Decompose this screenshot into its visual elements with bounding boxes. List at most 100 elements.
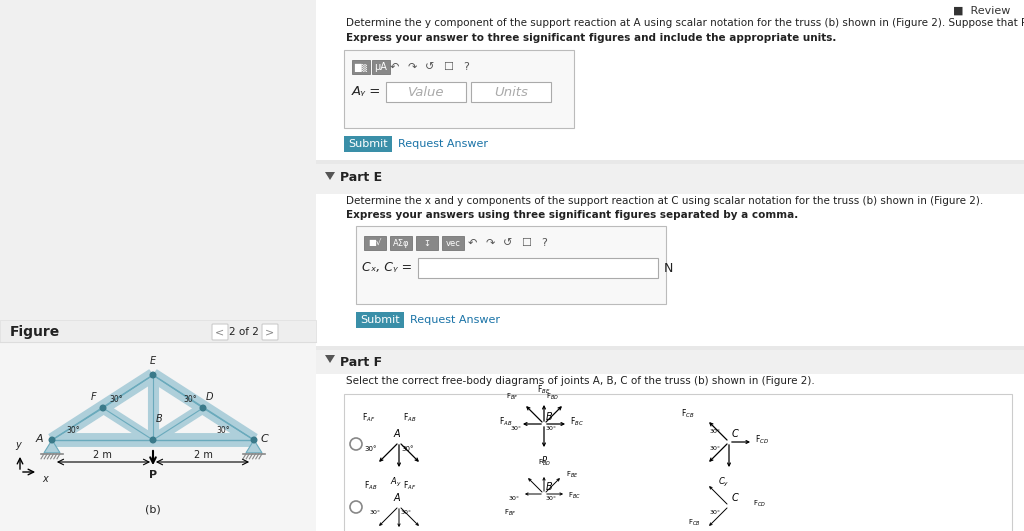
Bar xyxy=(316,350,1024,374)
Bar xyxy=(372,60,390,74)
Bar xyxy=(442,236,464,250)
Text: B: B xyxy=(156,414,163,424)
Text: F: F xyxy=(90,392,96,402)
Text: P: P xyxy=(542,456,547,465)
Text: C: C xyxy=(732,493,738,503)
Text: F$_{BD}$: F$_{BD}$ xyxy=(546,392,559,402)
Text: ☐: ☐ xyxy=(521,238,531,248)
Text: 30°: 30° xyxy=(216,426,229,435)
Text: A: A xyxy=(393,429,400,439)
Text: B: B xyxy=(546,412,553,422)
Text: F$_{CD}$: F$_{CD}$ xyxy=(755,434,769,446)
Text: ↷: ↷ xyxy=(408,62,417,72)
Text: 30°: 30° xyxy=(401,446,414,452)
Text: A: A xyxy=(36,434,43,444)
Text: 30°: 30° xyxy=(365,446,377,452)
Polygon shape xyxy=(325,172,335,180)
Text: Request Answer: Request Answer xyxy=(398,139,488,149)
Circle shape xyxy=(100,405,105,411)
Text: >: > xyxy=(265,327,274,337)
Text: AΣφ: AΣφ xyxy=(393,238,410,247)
Text: <: < xyxy=(215,327,224,337)
Circle shape xyxy=(151,372,156,378)
Bar xyxy=(390,236,412,250)
Text: Submit: Submit xyxy=(348,139,388,149)
Text: A: A xyxy=(393,493,400,503)
Polygon shape xyxy=(246,440,262,453)
Text: F$_{BE}$: F$_{BE}$ xyxy=(566,470,579,480)
Text: F$_{AB}$: F$_{AB}$ xyxy=(365,479,378,492)
Text: (b): (b) xyxy=(145,505,161,515)
Text: F$_{AF}$: F$_{AF}$ xyxy=(403,479,417,492)
Text: E: E xyxy=(150,356,156,366)
Text: F$_{CB}$: F$_{CB}$ xyxy=(681,407,695,420)
Text: Express your answer to three significant figures and include the appropriate uni: Express your answer to three significant… xyxy=(346,33,837,43)
Text: F$_{CD}$: F$_{CD}$ xyxy=(753,499,766,509)
Polygon shape xyxy=(44,440,60,453)
Text: ■  Review: ■ Review xyxy=(952,6,1010,16)
Text: Part F: Part F xyxy=(340,356,382,369)
Circle shape xyxy=(151,437,156,443)
Text: 30°: 30° xyxy=(546,496,557,501)
Text: F$_{CB}$: F$_{CB}$ xyxy=(688,518,701,528)
Bar xyxy=(316,164,1024,194)
Text: ↧: ↧ xyxy=(424,238,430,247)
Circle shape xyxy=(201,405,206,411)
Bar xyxy=(316,346,1024,350)
Text: 30°: 30° xyxy=(546,426,557,431)
Bar xyxy=(0,320,316,342)
Polygon shape xyxy=(325,355,335,363)
Text: Express your answers using three significant figures separated by a comma.: Express your answers using three signifi… xyxy=(346,210,799,220)
Text: ↺: ↺ xyxy=(504,238,513,248)
Circle shape xyxy=(49,437,55,443)
Text: ?: ? xyxy=(541,238,547,248)
Text: C$_y$: C$_y$ xyxy=(718,476,730,489)
Text: 30°: 30° xyxy=(509,496,520,501)
Text: ■√: ■√ xyxy=(369,238,382,247)
Bar xyxy=(316,160,1024,164)
Bar xyxy=(386,82,466,102)
Text: N: N xyxy=(664,261,674,275)
Text: 30°: 30° xyxy=(710,510,721,515)
Text: Select the correct free-body diagrams of joints A, B, C of the truss (b) shown i: Select the correct free-body diagrams of… xyxy=(346,376,815,386)
Bar xyxy=(316,0,1024,531)
Text: P: P xyxy=(148,470,157,480)
Bar xyxy=(344,50,574,128)
Text: Units: Units xyxy=(494,85,528,98)
Bar xyxy=(364,236,386,250)
Text: Cₓ, Cᵧ =: Cₓ, Cᵧ = xyxy=(362,261,412,273)
Text: ☐: ☐ xyxy=(443,62,453,72)
Text: x: x xyxy=(42,474,48,484)
Bar xyxy=(344,394,1012,531)
Bar xyxy=(344,136,392,152)
Bar xyxy=(416,236,438,250)
Text: ?: ? xyxy=(463,62,469,72)
Text: Submit: Submit xyxy=(360,315,399,325)
Text: █▒: █▒ xyxy=(354,63,368,72)
Text: 2 m: 2 m xyxy=(194,450,212,460)
Text: Aᵧ =: Aᵧ = xyxy=(352,84,381,98)
Text: 30°: 30° xyxy=(710,446,721,451)
Text: y: y xyxy=(15,440,20,450)
Text: ↷: ↷ xyxy=(485,238,495,248)
Text: F$_{BE}$: F$_{BE}$ xyxy=(538,383,551,396)
Text: μA: μA xyxy=(375,62,387,72)
Text: F$_{AB}$: F$_{AB}$ xyxy=(403,412,417,424)
Text: Determine the y component of the support reaction at A using scalar notation for: Determine the y component of the support… xyxy=(346,18,1024,28)
Text: C: C xyxy=(732,429,738,439)
Text: 30°: 30° xyxy=(511,426,522,431)
Text: 30°: 30° xyxy=(710,429,721,434)
Text: D: D xyxy=(206,392,213,402)
Text: 2 m: 2 m xyxy=(92,450,112,460)
Text: A$_y$: A$_y$ xyxy=(390,476,401,489)
Text: 30°: 30° xyxy=(183,395,197,404)
Circle shape xyxy=(251,437,257,443)
Text: ↶: ↶ xyxy=(467,238,477,248)
Text: F$_{BC}$: F$_{BC}$ xyxy=(568,491,581,501)
Text: Request Answer: Request Answer xyxy=(410,315,500,325)
Text: C: C xyxy=(261,434,268,444)
Text: 30°: 30° xyxy=(370,510,381,515)
Text: ↺: ↺ xyxy=(425,62,434,72)
Text: F$_{AB}$: F$_{AB}$ xyxy=(499,416,512,428)
Text: 30°: 30° xyxy=(401,510,412,515)
